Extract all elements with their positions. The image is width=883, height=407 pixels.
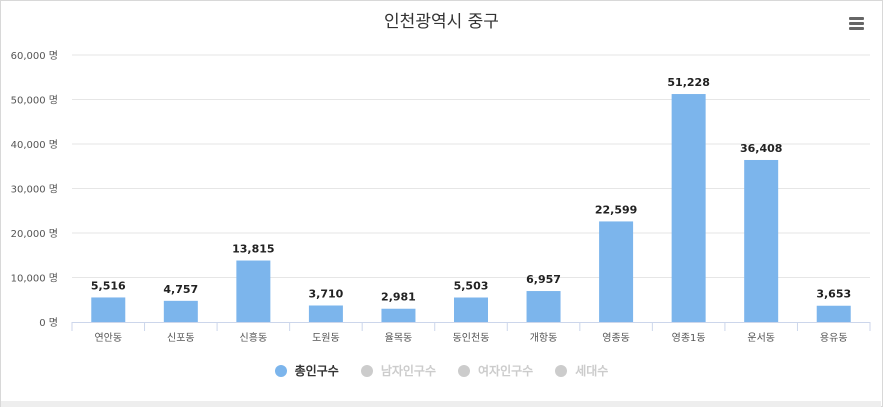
legend-dot-icon [458, 364, 471, 377]
bar[interactable] [308, 305, 343, 322]
y-tick-label: 20,000 명 [11, 228, 58, 240]
x-tick-label: 신포동 [167, 332, 195, 344]
bar[interactable] [744, 159, 779, 322]
legend-dot-icon [274, 364, 287, 377]
legend-item[interactable]: 총인구수 [274, 362, 339, 379]
data-label: 22,599 [595, 203, 637, 216]
y-tick-label: 50,000 명 [11, 95, 58, 107]
chart-title: 인천광역시 중구 [384, 12, 499, 32]
x-tick-label: 도원동 [312, 332, 340, 344]
data-label: 13,815 [232, 243, 274, 256]
x-tick-label: 신흥동 [240, 331, 268, 344]
x-tick-label: 율목동 [385, 332, 413, 344]
bar[interactable] [526, 291, 561, 322]
x-tick-label: 개항동 [530, 332, 558, 344]
data-label: 3,710 [309, 287, 344, 300]
y-tick-label: 30,000 명 [11, 184, 58, 196]
data-label: 6,957 [526, 273, 561, 286]
data-label: 5,516 [91, 279, 126, 292]
y-tick-label: 60,000 명 [11, 50, 58, 62]
bar[interactable] [163, 300, 198, 322]
bottom-strip [1, 401, 881, 407]
legend-label: 여자인구수 [478, 364, 534, 378]
y-tick-label: 0 명 [39, 317, 58, 329]
x-tick-label: 연안동 [94, 332, 122, 344]
bar[interactable] [236, 260, 271, 322]
bar[interactable] [599, 221, 634, 322]
legend: 총인구수 남자인구수 여자인구수 세대수 [0, 362, 883, 379]
x-tick-label: 운서동 [747, 332, 775, 344]
data-label: 51,228 [667, 76, 709, 89]
data-label: 2,981 [381, 291, 416, 304]
y-tick-label: 40,000 명 [11, 139, 58, 151]
data-label: 3,653 [816, 288, 851, 301]
hamburger-menu-icon[interactable] [846, 14, 866, 34]
x-tick-label: 용유동 [820, 332, 848, 344]
bar[interactable] [671, 94, 706, 322]
bar[interactable] [816, 305, 851, 322]
legend-item[interactable]: 여자인구수 [458, 362, 533, 379]
bar[interactable] [91, 297, 126, 322]
legend-label: 총인구수 [294, 364, 339, 378]
legend-item[interactable]: 세대수 [555, 362, 608, 379]
data-label: 5,503 [454, 280, 489, 293]
legend-dot-icon [360, 364, 373, 377]
data-label: 4,757 [163, 283, 198, 296]
y-tick-label: 10,000 명 [11, 273, 58, 285]
x-tick-label: 영종1동 [672, 332, 706, 344]
legend-label: 세대수 [575, 364, 609, 378]
legend-dot-icon [555, 364, 568, 377]
legend-item[interactable]: 남자인구수 [360, 362, 437, 379]
legend-label: 남자인구수 [380, 364, 437, 378]
x-tick-label: 영종동 [602, 332, 630, 344]
bar[interactable] [381, 308, 416, 322]
x-tick-label: 동인천동 [453, 332, 490, 344]
data-label: 36,408 [740, 142, 782, 155]
bar[interactable] [454, 297, 488, 322]
